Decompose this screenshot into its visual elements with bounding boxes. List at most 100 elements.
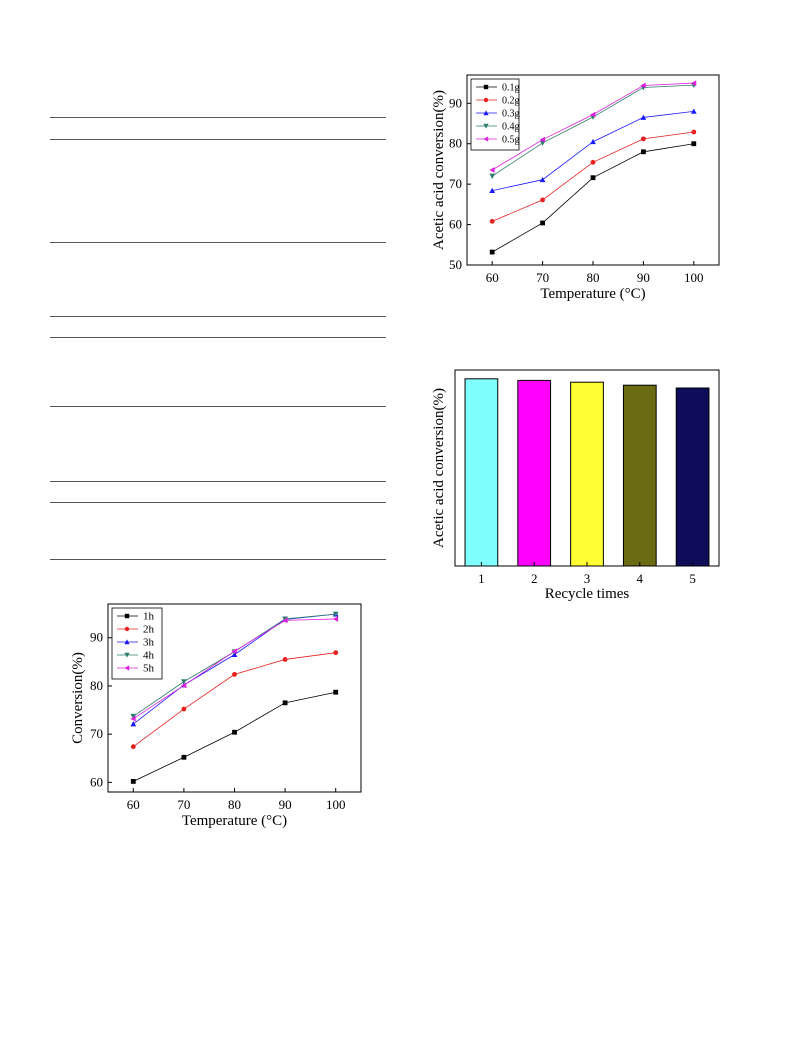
data-point (232, 729, 237, 735)
recycle-bar-chart: 1 2 3 4 5 Recycle times Acetic acid conversion… (431, 369, 720, 602)
y-axis-label: Conversion(%) (70, 652, 86, 744)
series-1h (130, 689, 339, 784)
series-2h (130, 650, 339, 750)
legend-box (470, 78, 520, 151)
legend: 0.1g 0.2g 0.3g 0.4g 0.5g (470, 78, 520, 151)
data-point (640, 82, 646, 89)
data-point (641, 149, 646, 155)
series-line (133, 613, 336, 725)
data-point (231, 648, 237, 655)
table-rule (50, 316, 386, 317)
legend-marker (483, 110, 489, 116)
legend-label: 2h (143, 624, 155, 636)
bar-5 (675, 387, 710, 567)
data-point (489, 218, 495, 224)
table-rule (50, 406, 386, 407)
series-02g (489, 129, 697, 224)
data-point (130, 778, 136, 784)
data-point (590, 175, 596, 181)
legend-marker (483, 123, 489, 129)
x-axis-label: Temperature (°C) (182, 813, 287, 829)
legend-label: 0.5g (502, 135, 520, 146)
x-tick-label: 70 (177, 797, 190, 812)
data-point (332, 611, 339, 618)
series-03g (489, 108, 697, 194)
table-rule (50, 502, 386, 503)
legend-label: 1h (143, 611, 155, 623)
x-tick-label: 1 (478, 571, 485, 586)
legend-label: 0.4g (502, 122, 520, 133)
table-rule (50, 117, 386, 118)
table-rule (50, 139, 386, 140)
legend-label: 0.3g (502, 109, 520, 120)
data-point (690, 80, 697, 86)
data-point (130, 744, 136, 750)
data-point (181, 706, 187, 712)
data-point (333, 650, 339, 656)
data-point (691, 129, 697, 135)
data-point (641, 136, 646, 142)
series-line (491, 82, 694, 171)
data-point (690, 108, 697, 114)
x-tick-label: 5 (689, 571, 696, 586)
y-tick-label: 70 (90, 726, 103, 741)
x-tick-label: 60 (127, 797, 140, 812)
legend-marker (483, 97, 489, 103)
y-axis-label: Acetic acid conversion(%) (431, 388, 447, 548)
y-tick-label: 90 (90, 630, 103, 645)
x-tick-label: 3 (584, 571, 591, 586)
legend-label: 3h (143, 637, 155, 649)
x-tick-label: 60 (486, 270, 499, 285)
series-5h (130, 616, 339, 722)
x-tick-label: 70 (536, 270, 549, 285)
data-point (489, 173, 496, 179)
data-point (590, 111, 596, 118)
y-tick-label: 90 (449, 95, 462, 110)
data-point (540, 220, 545, 226)
x-axis-label: Recycle times (545, 586, 630, 602)
data-point (590, 138, 596, 145)
legend-marker (483, 84, 489, 90)
bar-4 (622, 384, 657, 567)
data-point (130, 721, 137, 727)
x-tick-label: 80 (228, 797, 241, 812)
bar-3 (570, 381, 604, 567)
data-point (282, 700, 288, 706)
bar-1 (464, 378, 499, 567)
y-tick-label: 80 (90, 678, 103, 693)
series-line (133, 691, 336, 782)
bar-2 (517, 379, 552, 567)
legend-label: 4h (143, 650, 155, 662)
data-point (282, 657, 288, 662)
data-point (590, 159, 596, 165)
legend-label: 0.1g (502, 83, 520, 94)
x-tick-label: 90 (637, 270, 650, 285)
data-point (539, 176, 546, 183)
x-tick-label: 100 (326, 797, 346, 812)
legend-marker (483, 136, 489, 142)
y-tick-label: 70 (449, 176, 462, 191)
legend-box (111, 607, 163, 680)
series-01g (489, 141, 697, 255)
table-rule (50, 481, 386, 482)
x-axis-label: Temperature (°C) (540, 286, 645, 302)
data-point (130, 715, 136, 722)
y-tick-label: 60 (449, 217, 462, 232)
data-point (333, 689, 339, 695)
legend-marker (124, 665, 130, 671)
legend-marker (124, 639, 130, 645)
data-point (181, 754, 187, 760)
data-point (232, 671, 237, 677)
data-point (181, 679, 187, 685)
series-05g (489, 80, 697, 173)
data-point (489, 249, 495, 255)
data-point (181, 682, 187, 689)
x-tick-label: 100 (684, 270, 704, 285)
x-tick-label: 90 (279, 797, 292, 812)
data-point (489, 167, 495, 173)
data-point (130, 713, 137, 720)
table-rule (50, 559, 386, 560)
